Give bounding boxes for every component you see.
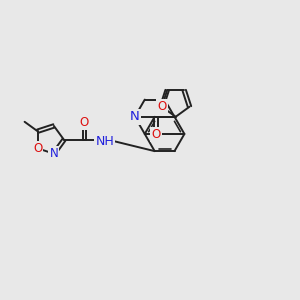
Text: O: O xyxy=(151,128,160,141)
Text: O: O xyxy=(157,100,167,113)
Text: O: O xyxy=(33,142,42,155)
Text: O: O xyxy=(80,116,89,129)
Text: NH: NH xyxy=(95,135,114,148)
Text: N: N xyxy=(130,110,140,123)
Text: N: N xyxy=(50,147,58,160)
